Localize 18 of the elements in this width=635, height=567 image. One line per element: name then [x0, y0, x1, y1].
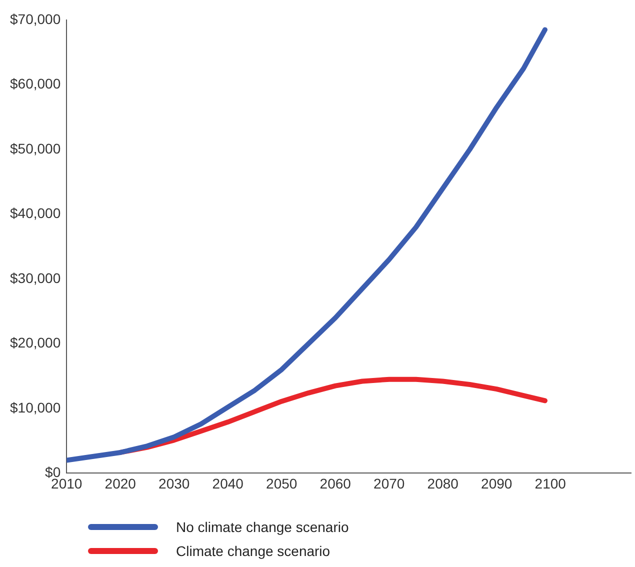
y-tick-label: $40,000: [10, 205, 61, 222]
x-tick-label: 2090: [481, 475, 512, 492]
y-tick-label: $50,000: [10, 140, 61, 156]
y-tick-label: $70,000: [10, 10, 61, 27]
y-tick-label: $10,000: [10, 399, 61, 416]
x-tick-label: 2060: [320, 475, 352, 492]
x-tick-label: 2020: [104, 475, 136, 492]
legend-label: No climate change scenario: [176, 519, 349, 535]
x-tick-label: 2040: [212, 475, 244, 492]
x-tick-label: 2080: [427, 475, 459, 492]
y-tick-label: $20,000: [10, 334, 61, 351]
x-tick-label: 2100: [534, 475, 566, 492]
x-tick-label: 2030: [158, 475, 190, 492]
x-tick-label: 2050: [266, 475, 298, 492]
y-tick-label: $30,000: [10, 270, 61, 286]
legend-label: Climate change scenario: [176, 543, 330, 559]
x-tick-label: 2070: [374, 475, 405, 492]
y-tick-label: $60,000: [10, 76, 61, 92]
